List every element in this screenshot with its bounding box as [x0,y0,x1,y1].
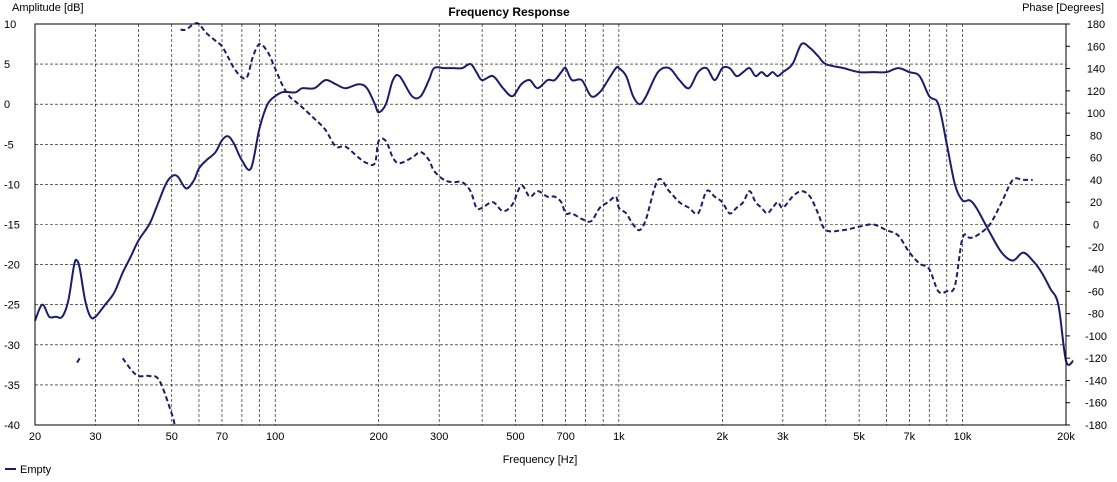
y-left-tick-label: -15 [4,220,20,232]
x-tick-label: 200 [369,431,387,443]
y-left-tick-label: 10 [4,19,16,31]
x-tick-label: 300 [430,431,448,443]
y-right-tick-label: -60 [1088,286,1104,298]
x-tick-label: 700 [556,431,574,443]
x-tick-label: 5k [853,431,865,443]
x-tick-label: 70 [216,431,228,443]
y-right-tick-label: 120 [1087,86,1105,98]
y-right-tick-label: -40 [1088,264,1104,276]
y-right-tick-label: -120 [1085,353,1107,365]
tick-layer: 20 30 50 70 100 200 300 500 700 1k 2k 3k 5k 7k 10k 20k1… [4,19,1107,443]
x-tick-label: 20 [29,431,41,443]
y-left-tick-label: -40 [4,420,20,432]
y-right-tick-label: -20 [1088,242,1104,254]
x-tick-label: 30 [89,431,101,443]
x-tick-label: 500 [506,431,524,443]
x-tick-label: 100 [266,431,284,443]
y-right-tick-label: 0 [1093,220,1099,232]
y-left-tick-label: 5 [4,59,10,71]
y-right-tick-label: 160 [1087,41,1105,53]
y-right-tick-label: -140 [1085,375,1107,387]
x-tick-label: 20k [1057,431,1075,443]
chart-title: Frequency Response [448,5,570,19]
y-left-tick-label: -20 [4,260,20,272]
x-tick-label: 1k [613,431,625,443]
y-right-tick-label: 100 [1087,108,1105,120]
y-right-tick-label: 180 [1087,19,1105,31]
grid-layer [35,24,1066,425]
y-right-tick-label: -160 [1085,398,1107,410]
y-left-tick-label: -5 [4,139,14,151]
phase-curve [180,22,1033,295]
x-tick-label: 7k [903,431,915,443]
x-tick-label: 50 [166,431,178,443]
y-right-tick-label: 40 [1090,175,1102,187]
x-tick-label: 3k [777,431,789,443]
y-left-tick-label: -10 [4,179,20,191]
amplitude-curve [34,42,1074,366]
y-axis-right-title: Phase [Degrees] [1022,2,1104,14]
y-right-tick-label: -180 [1085,420,1107,432]
y-right-tick-label: 140 [1087,64,1105,76]
y-right-tick-label: -100 [1085,331,1107,343]
series-layer [34,22,1074,426]
phase-curve [121,357,176,426]
x-tick-label: 2k [717,431,729,443]
legend: Empty [5,464,52,476]
y-axis-left-title: Amplitude [dB] [12,2,84,14]
legend-label: Empty [20,464,52,476]
x-axis-title: Frequency [Hz] [503,454,578,466]
x-tick-label: 10k [954,431,972,443]
y-right-tick-label: 80 [1090,130,1102,142]
y-left-tick-label: -25 [4,300,20,312]
y-right-tick-label: 60 [1090,153,1102,165]
y-right-tick-label: -80 [1088,309,1104,321]
y-left-tick-label: -35 [4,380,20,392]
y-right-tick-label: 20 [1090,197,1102,209]
y-left-tick-label: 0 [4,99,10,111]
y-left-tick-label: -30 [4,340,20,352]
phase-curve [76,357,81,364]
